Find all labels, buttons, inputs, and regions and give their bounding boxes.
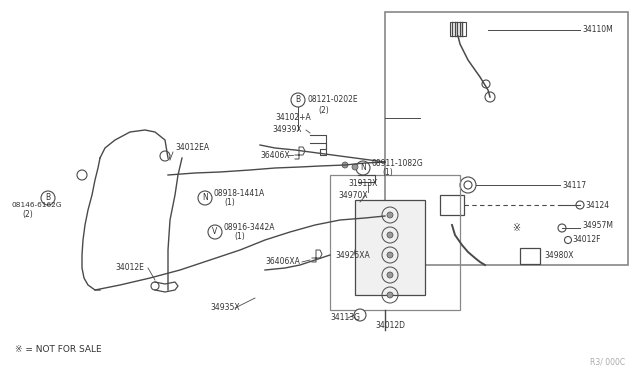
Text: 34957M: 34957M xyxy=(582,221,613,230)
Text: (2): (2) xyxy=(318,106,329,115)
Text: (2): (2) xyxy=(22,211,33,219)
Circle shape xyxy=(482,80,490,88)
Circle shape xyxy=(564,237,572,244)
Text: 36406X: 36406X xyxy=(260,151,290,160)
Text: N: N xyxy=(360,164,366,173)
Circle shape xyxy=(160,151,170,161)
Text: 34970X: 34970X xyxy=(338,190,367,199)
Text: 08121-0202E: 08121-0202E xyxy=(308,96,358,105)
Text: 34012D: 34012D xyxy=(375,321,405,330)
Text: R3/ 000C: R3/ 000C xyxy=(590,357,625,366)
Text: 34124: 34124 xyxy=(585,201,609,209)
Text: 34012F: 34012F xyxy=(572,235,600,244)
Bar xyxy=(355,200,425,295)
Circle shape xyxy=(354,309,366,321)
Circle shape xyxy=(387,212,393,218)
Circle shape xyxy=(387,272,393,278)
Bar xyxy=(330,175,460,310)
Text: (1): (1) xyxy=(224,199,235,208)
Circle shape xyxy=(387,292,393,298)
Bar xyxy=(450,22,466,36)
Circle shape xyxy=(151,282,159,290)
Text: ※ = NOT FOR SALE: ※ = NOT FOR SALE xyxy=(15,346,102,355)
Circle shape xyxy=(558,224,566,232)
Circle shape xyxy=(464,181,472,189)
Text: V: V xyxy=(212,228,218,237)
Circle shape xyxy=(576,201,584,209)
Text: B: B xyxy=(296,96,301,105)
Text: 34935X: 34935X xyxy=(210,304,239,312)
Bar xyxy=(385,12,628,265)
Text: 34939X: 34939X xyxy=(272,125,301,135)
Text: 34117: 34117 xyxy=(562,180,586,189)
Bar xyxy=(520,248,540,264)
Circle shape xyxy=(342,162,348,168)
Text: 08146-6162G: 08146-6162G xyxy=(12,202,63,208)
Circle shape xyxy=(352,164,358,170)
Circle shape xyxy=(387,232,393,238)
Text: 08918-1441A: 08918-1441A xyxy=(214,189,265,198)
Circle shape xyxy=(77,170,87,180)
Text: 34110M: 34110M xyxy=(582,26,612,35)
Text: 34012EA: 34012EA xyxy=(175,144,209,153)
Bar xyxy=(440,195,464,215)
Text: N: N xyxy=(202,193,208,202)
Text: 34113G: 34113G xyxy=(330,314,360,323)
Text: (1): (1) xyxy=(234,232,244,241)
Text: 34102+A: 34102+A xyxy=(275,113,311,122)
Circle shape xyxy=(387,252,393,258)
Text: 34980X: 34980X xyxy=(544,251,573,260)
Text: 31913X: 31913X xyxy=(348,179,378,187)
Text: 36406XA: 36406XA xyxy=(265,257,300,266)
Circle shape xyxy=(485,92,495,102)
Text: ※: ※ xyxy=(512,223,520,233)
Text: 08911-1082G: 08911-1082G xyxy=(372,158,424,167)
Text: 34012E: 34012E xyxy=(115,263,144,273)
Circle shape xyxy=(460,177,476,193)
Text: B: B xyxy=(45,193,51,202)
Text: 08916-3442A: 08916-3442A xyxy=(224,222,275,231)
Text: 34925XA: 34925XA xyxy=(335,250,370,260)
Text: (1): (1) xyxy=(382,169,393,177)
